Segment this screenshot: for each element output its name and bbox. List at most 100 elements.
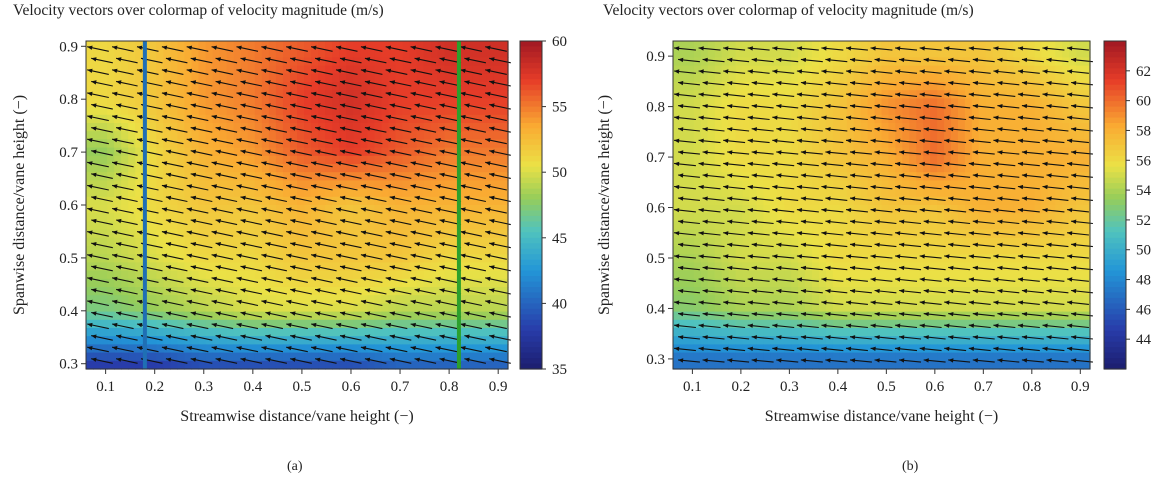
heatmap-cell <box>839 213 848 222</box>
heatmap-cell <box>500 237 509 247</box>
heatmap-cell <box>135 139 143 149</box>
heatmap-cell <box>430 82 439 91</box>
heatmap-cell <box>268 303 277 313</box>
heatmap-cell <box>346 49 354 58</box>
heatmap-cell <box>700 213 709 222</box>
heatmap-cell <box>261 278 270 288</box>
vector-arrowhead <box>464 288 470 293</box>
vector-arrowhead <box>410 161 416 166</box>
heatmap-cell <box>212 328 221 337</box>
vector-arrowhead <box>290 195 296 201</box>
heatmap-cell <box>1048 98 1056 108</box>
heatmap-cell <box>346 295 354 304</box>
heatmap-cell <box>395 82 404 91</box>
colorbar-segment <box>520 205 542 212</box>
heatmap-cell <box>247 41 256 50</box>
heatmap-cell <box>1013 82 1022 91</box>
heatmap-cell <box>198 270 207 280</box>
vector-arrowhead <box>286 91 292 97</box>
heatmap-cell <box>184 196 193 206</box>
heatmap-cell <box>177 164 186 173</box>
heatmap-cell <box>297 155 305 165</box>
heatmap-cell <box>409 360 418 370</box>
heatmap-cell <box>486 254 495 263</box>
heatmap-cell <box>297 131 305 140</box>
heatmap-cell <box>360 336 368 345</box>
heatmap-cell <box>444 328 453 337</box>
heatmap-cell <box>268 57 277 67</box>
heatmap-cell <box>999 49 1008 58</box>
heatmap-cell <box>971 205 980 214</box>
heatmap-cell <box>832 106 841 116</box>
heatmap-cell <box>693 98 702 108</box>
heatmap-cell <box>163 172 171 181</box>
heatmap-cell <box>318 49 326 58</box>
heatmap-cell <box>902 73 910 83</box>
heatmap-cell <box>978 82 987 91</box>
heatmap-cell <box>1076 82 1084 91</box>
heatmap-cell <box>261 213 270 222</box>
heatmap-cell <box>219 139 228 149</box>
heatmap-cell <box>714 106 723 116</box>
vector-arrowhead <box>240 218 246 224</box>
heatmap-cell <box>479 352 488 362</box>
heatmap-cell <box>999 172 1008 181</box>
heatmap-cell <box>177 106 186 116</box>
heatmap-cell <box>930 131 938 140</box>
heatmap-cell <box>472 139 481 149</box>
heatmap-cell <box>423 98 432 108</box>
heatmap-cell <box>402 344 411 354</box>
heatmap-cell <box>409 82 418 91</box>
heatmap-cell <box>756 205 764 214</box>
heatmap-cell <box>756 82 764 91</box>
heatmap-cell <box>353 65 361 75</box>
heatmap-cell <box>749 114 757 124</box>
heatmap-cell <box>839 229 848 239</box>
heatmap-cell <box>381 131 390 140</box>
heatmap-cell <box>472 303 481 313</box>
heatmap-cell <box>184 295 193 304</box>
heatmap-cell <box>395 147 404 157</box>
heatmap-cell <box>673 82 681 91</box>
heatmap-cell <box>416 172 425 181</box>
heatmap-cell <box>846 123 855 132</box>
heatmap-cell <box>1027 82 1035 91</box>
heatmap-cell <box>486 221 495 231</box>
heatmap-cell <box>423 319 432 329</box>
heatmap-cell <box>402 82 411 91</box>
heatmap-cell <box>149 147 157 157</box>
heatmap-cell <box>465 73 474 83</box>
heatmap-cell <box>212 106 221 116</box>
heatmap-cell <box>135 147 143 157</box>
heatmap-cell <box>226 352 235 362</box>
heatmap-cell <box>500 82 509 91</box>
heatmap-cell <box>437 237 446 247</box>
heatmap-cell <box>198 319 207 329</box>
heatmap-cell <box>957 106 966 116</box>
heatmap-cell <box>86 270 94 280</box>
heatmap-cell <box>728 139 737 149</box>
heatmap-cell <box>304 205 312 214</box>
heatmap-cell <box>254 98 263 108</box>
heatmap-cell <box>451 106 460 116</box>
heatmap-cell <box>86 155 94 165</box>
heatmap-cell <box>121 172 129 181</box>
heatmap-cell <box>992 188 1001 198</box>
vector-arrowhead <box>112 230 118 235</box>
heatmap-cell <box>416 287 425 296</box>
colorbar-segment <box>520 150 542 157</box>
heatmap-cell <box>402 65 411 75</box>
panel-caption: (a) <box>287 459 303 474</box>
heatmap-cell <box>170 82 179 91</box>
vector-arrowhead <box>414 149 420 154</box>
heatmap-cell <box>219 336 228 345</box>
heatmap-cell <box>177 155 186 165</box>
heatmap-cell <box>297 319 305 329</box>
heatmap-cell <box>971 172 980 181</box>
heatmap-cell <box>486 114 495 124</box>
heatmap-cell <box>226 303 235 313</box>
heatmap-cell <box>707 164 716 173</box>
heatmap-cell <box>951 213 959 222</box>
heatmap-cell <box>999 65 1008 75</box>
heatmap-cell <box>93 254 101 263</box>
